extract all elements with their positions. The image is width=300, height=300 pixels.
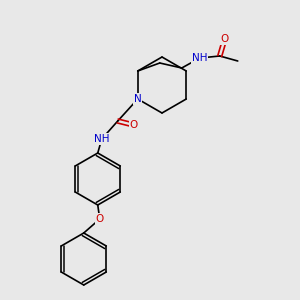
Text: NH: NH <box>94 134 110 144</box>
Text: N: N <box>134 94 142 104</box>
Text: O: O <box>220 34 229 44</box>
Text: O: O <box>130 120 138 130</box>
Text: NH: NH <box>192 53 208 63</box>
Text: O: O <box>96 214 104 224</box>
